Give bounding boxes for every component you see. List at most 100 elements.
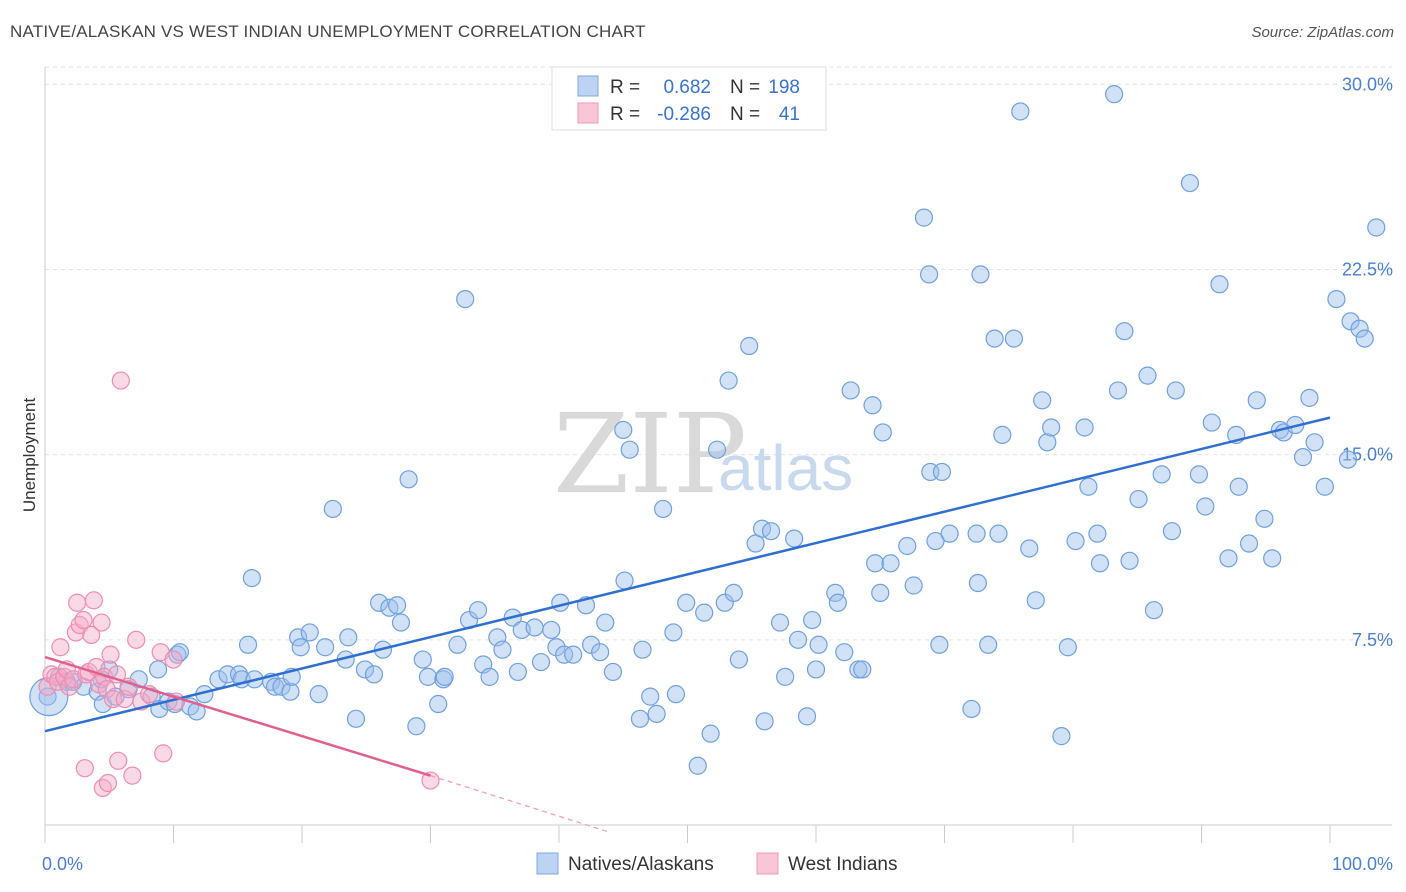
natives-point-164 <box>1180 173 1200 193</box>
natives-point-139 <box>993 425 1012 444</box>
natives-point-108 <box>797 707 817 726</box>
natives-point-96 <box>719 371 738 390</box>
natives-point-169 <box>1219 549 1238 568</box>
natives-point-94 <box>707 440 727 459</box>
legend-r-label-2: R = <box>610 104 640 125</box>
west-indians-point-15 <box>82 625 101 644</box>
natives-point-179 <box>1293 448 1313 467</box>
natives-point-123 <box>898 536 917 556</box>
trend-lines <box>44 416 1331 834</box>
natives-point-38 <box>316 638 335 657</box>
natives-point-85 <box>641 687 660 706</box>
natives-point-105 <box>776 667 795 686</box>
natives-point-64 <box>493 640 512 659</box>
west-indians-point-37 <box>154 744 173 763</box>
natives-point-145 <box>1038 433 1057 452</box>
natives-point-42 <box>346 709 366 728</box>
natives-point-66 <box>508 662 527 682</box>
natives-point-44 <box>364 665 384 684</box>
natives-point-132 <box>962 699 981 719</box>
natives-point-116 <box>849 660 868 679</box>
legend-r-label-1: R = <box>610 77 640 98</box>
natives-point-163 <box>1166 381 1185 400</box>
natives-point-51 <box>407 717 426 736</box>
natives-point-83 <box>630 709 650 728</box>
natives-point-165 <box>1189 465 1209 484</box>
natives-point-136 <box>979 635 998 654</box>
natives-point-172 <box>1239 534 1259 553</box>
natives-point-153 <box>1090 554 1110 573</box>
natives-point-122 <box>881 554 900 573</box>
west-indians-point-12 <box>74 610 93 630</box>
natives-point-43 <box>355 660 375 679</box>
west-indians-trend-extension <box>430 774 611 834</box>
natives-point-91 <box>688 756 707 775</box>
source-credit: Source: ZipAtlas.com <box>1251 24 1394 41</box>
west-indians-point-16 <box>84 591 103 610</box>
natives-point-39 <box>323 499 342 519</box>
natives-point-130 <box>932 462 952 482</box>
natives-point-162 <box>1162 522 1182 541</box>
natives-point-181 <box>1305 433 1324 452</box>
natives-point-125 <box>914 208 934 227</box>
natives-point-173 <box>1247 391 1266 410</box>
west-indians-point-4 <box>51 638 70 657</box>
natives-point-157 <box>1120 551 1139 570</box>
natives-point-41 <box>339 628 358 647</box>
natives-point-111 <box>809 635 828 654</box>
natives-point-147 <box>1052 727 1071 746</box>
natives-point-0 <box>38 687 57 706</box>
axes <box>44 67 1392 843</box>
series-legend: Natives/Alaskans West Indians <box>536 852 897 875</box>
natives-point-79 <box>603 662 623 682</box>
natives-point-32 <box>281 682 300 701</box>
natives-point-188 <box>1367 218 1386 237</box>
natives-point-74 <box>564 645 583 664</box>
natives-point-56 <box>435 667 454 686</box>
natives-point-119 <box>866 554 885 573</box>
natives-point-171 <box>1229 477 1248 496</box>
natives-point-150 <box>1075 418 1094 437</box>
legend-n-label-1: N = <box>730 77 760 98</box>
natives-point-160 <box>1144 601 1164 620</box>
natives-point-18 <box>170 643 190 662</box>
legend-label-west-indians: West Indians <box>788 854 897 875</box>
natives-point-151 <box>1079 477 1098 496</box>
natives-point-142 <box>1020 539 1039 558</box>
tick-labels: 7.5% 15.0% 22.5% 30.0% 0.0% 100.0% <box>42 74 1393 874</box>
natives-point-54 <box>429 694 448 714</box>
natives-point-141 <box>1011 102 1030 121</box>
natives-point-134 <box>968 573 988 593</box>
natives-point-140 <box>1004 329 1023 348</box>
natives-point-135 <box>971 265 990 284</box>
chart-title: NATIVE/ALASKAN VS WEST INDIAN UNEMPLOYME… <box>10 22 646 41</box>
legend-swatch-blue <box>577 75 599 97</box>
west-indians-point-38 <box>164 650 183 669</box>
y-tick-label-2: 22.5% <box>1342 259 1393 279</box>
west-indians-point-17 <box>75 759 94 778</box>
natives-point-104 <box>770 613 790 632</box>
west-indians-point-24 <box>98 773 118 793</box>
natives-point-69 <box>531 652 551 672</box>
natives-point-138 <box>989 524 1008 543</box>
x-tick-label-0: 0.0% <box>42 854 83 874</box>
west-indians-trend-line <box>44 655 431 777</box>
west-indians-point-33 <box>127 630 146 649</box>
natives-point-35 <box>291 638 310 657</box>
natives-point-57 <box>448 635 467 654</box>
natives-point-133 <box>967 524 986 543</box>
natives-point-114 <box>835 643 854 662</box>
natives-point-126 <box>919 265 939 284</box>
natives-point-62 <box>480 667 499 686</box>
west-indians-point-28 <box>109 751 128 770</box>
natives-point-78 <box>596 613 615 632</box>
natives-point-37 <box>309 685 328 704</box>
natives-point-70 <box>542 620 561 640</box>
natives-point-27 <box>242 568 261 588</box>
west-indians-point-25 <box>101 645 120 664</box>
natives-point-87 <box>653 499 673 519</box>
natives-point-102 <box>755 712 774 731</box>
watermark-zip: ZIP <box>553 390 747 518</box>
natives-point-149 <box>1066 531 1085 551</box>
